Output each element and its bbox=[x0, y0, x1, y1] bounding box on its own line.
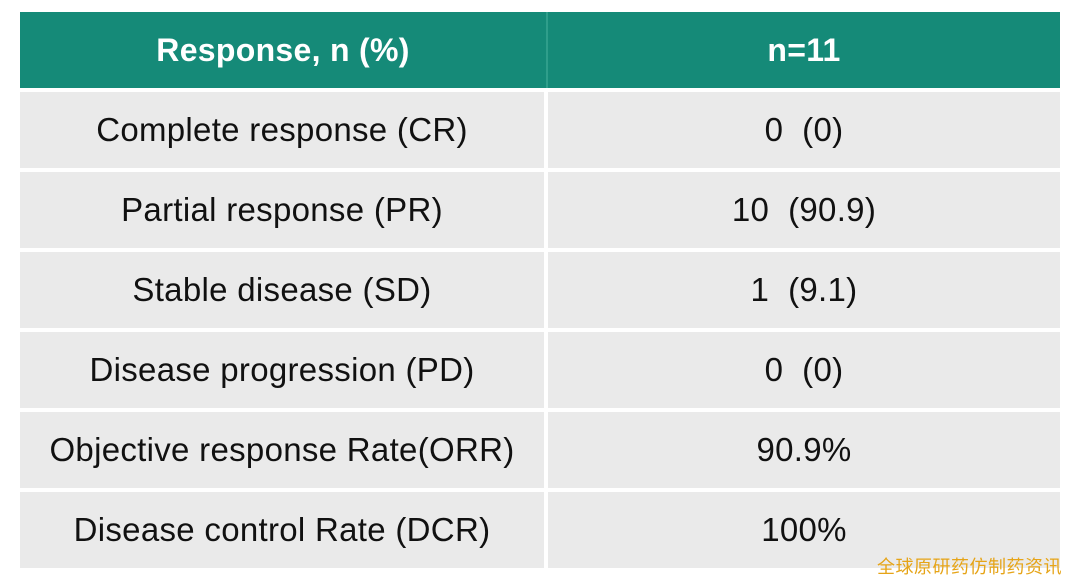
row-label: Disease progression (PD) bbox=[20, 332, 548, 408]
row-label: Stable disease (SD) bbox=[20, 252, 548, 328]
row-value: 90.9% bbox=[548, 412, 1060, 488]
table-row: Objective response Rate(ORR) 90.9% bbox=[20, 412, 1060, 488]
header-response: Response, n (%) bbox=[20, 12, 548, 88]
watermark: 全球原研药仿制药资讯 bbox=[877, 557, 1062, 578]
table-header-row: Response, n (%) n=11 bbox=[20, 12, 1060, 88]
row-value: 0 (0) bbox=[548, 332, 1060, 408]
table-row: Stable disease (SD) 1 (9.1) bbox=[20, 252, 1060, 328]
table-row: Partial response (PR) 10 (90.9) bbox=[20, 172, 1060, 248]
row-value: 10 (90.9) bbox=[548, 172, 1060, 248]
row-label: Partial response (PR) bbox=[20, 172, 548, 248]
row-label: Objective response Rate(ORR) bbox=[20, 412, 548, 488]
table-row: Disease control Rate (DCR) 100% bbox=[20, 492, 1060, 568]
row-value: 100% bbox=[548, 492, 1060, 568]
table-row: Disease progression (PD) 0 (0) bbox=[20, 332, 1060, 408]
row-label: Disease control Rate (DCR) bbox=[20, 492, 548, 568]
header-n: n=11 bbox=[548, 12, 1060, 88]
row-value: 1 (9.1) bbox=[548, 252, 1060, 328]
row-value: 0 (0) bbox=[548, 92, 1060, 168]
table-row: Complete response (CR) 0 (0) bbox=[20, 92, 1060, 168]
response-table: Response, n (%) n=11 Complete response (… bbox=[20, 12, 1060, 568]
row-label: Complete response (CR) bbox=[20, 92, 548, 168]
